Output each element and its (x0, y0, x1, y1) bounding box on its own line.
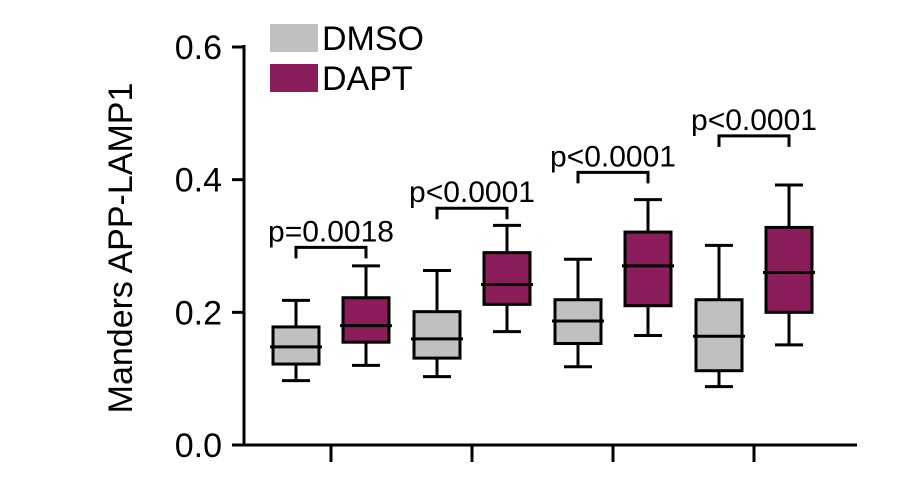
y-axis-label: Manders APP-LAMP1 (102, 83, 140, 414)
legend-swatch-dmso (270, 24, 318, 52)
legend-swatch-dapt (270, 64, 318, 92)
significance-3: p<0.0001 (550, 140, 676, 184)
p-value-label: p=0.0018 (268, 215, 394, 248)
p-value-label: p<0.0001 (691, 104, 817, 137)
legend-label-dapt: DAPT (322, 60, 413, 98)
box-dapt-1 (340, 264, 392, 367)
p-value-label: p<0.0001 (550, 140, 676, 173)
significance-4: p<0.0001 (691, 104, 817, 147)
box-dmso-2 (411, 269, 463, 379)
significance-bracket (435, 206, 509, 220)
box-dapt-2 (481, 223, 533, 334)
box-body (341, 296, 391, 344)
significance-bracket (576, 170, 650, 184)
box-dapt-3 (622, 198, 674, 338)
box-body (764, 225, 814, 314)
p-value-label: p<0.0001 (409, 176, 535, 209)
significance-2: p<0.0001 (409, 176, 535, 220)
box-body (412, 310, 462, 360)
box-dapt-4 (763, 183, 815, 347)
significance-bracket (717, 134, 791, 147)
y-tick-label: 0.4 (175, 162, 222, 200)
y-ticks: 0.0 0.2 0.4 0.6 (175, 29, 244, 465)
box-dmso-4 (693, 243, 745, 389)
y-tick-label: 0.0 (175, 427, 222, 465)
boxes (270, 183, 815, 389)
y-tick-label: 0.6 (175, 29, 222, 67)
significance-1: p=0.0018 (268, 215, 394, 259)
box-dmso-3 (552, 257, 604, 369)
x-ticks (329, 445, 756, 462)
box-body (482, 251, 532, 306)
y-tick-label: 0.2 (175, 294, 222, 332)
significance-bracket (294, 245, 368, 259)
box-dmso-1 (270, 298, 322, 383)
box-body (623, 230, 673, 308)
annotations: p=0.0018 p<0.0001 p<0.0001 p<0.0001 (268, 104, 817, 259)
legend-label-dmso: DMSO (322, 20, 424, 58)
